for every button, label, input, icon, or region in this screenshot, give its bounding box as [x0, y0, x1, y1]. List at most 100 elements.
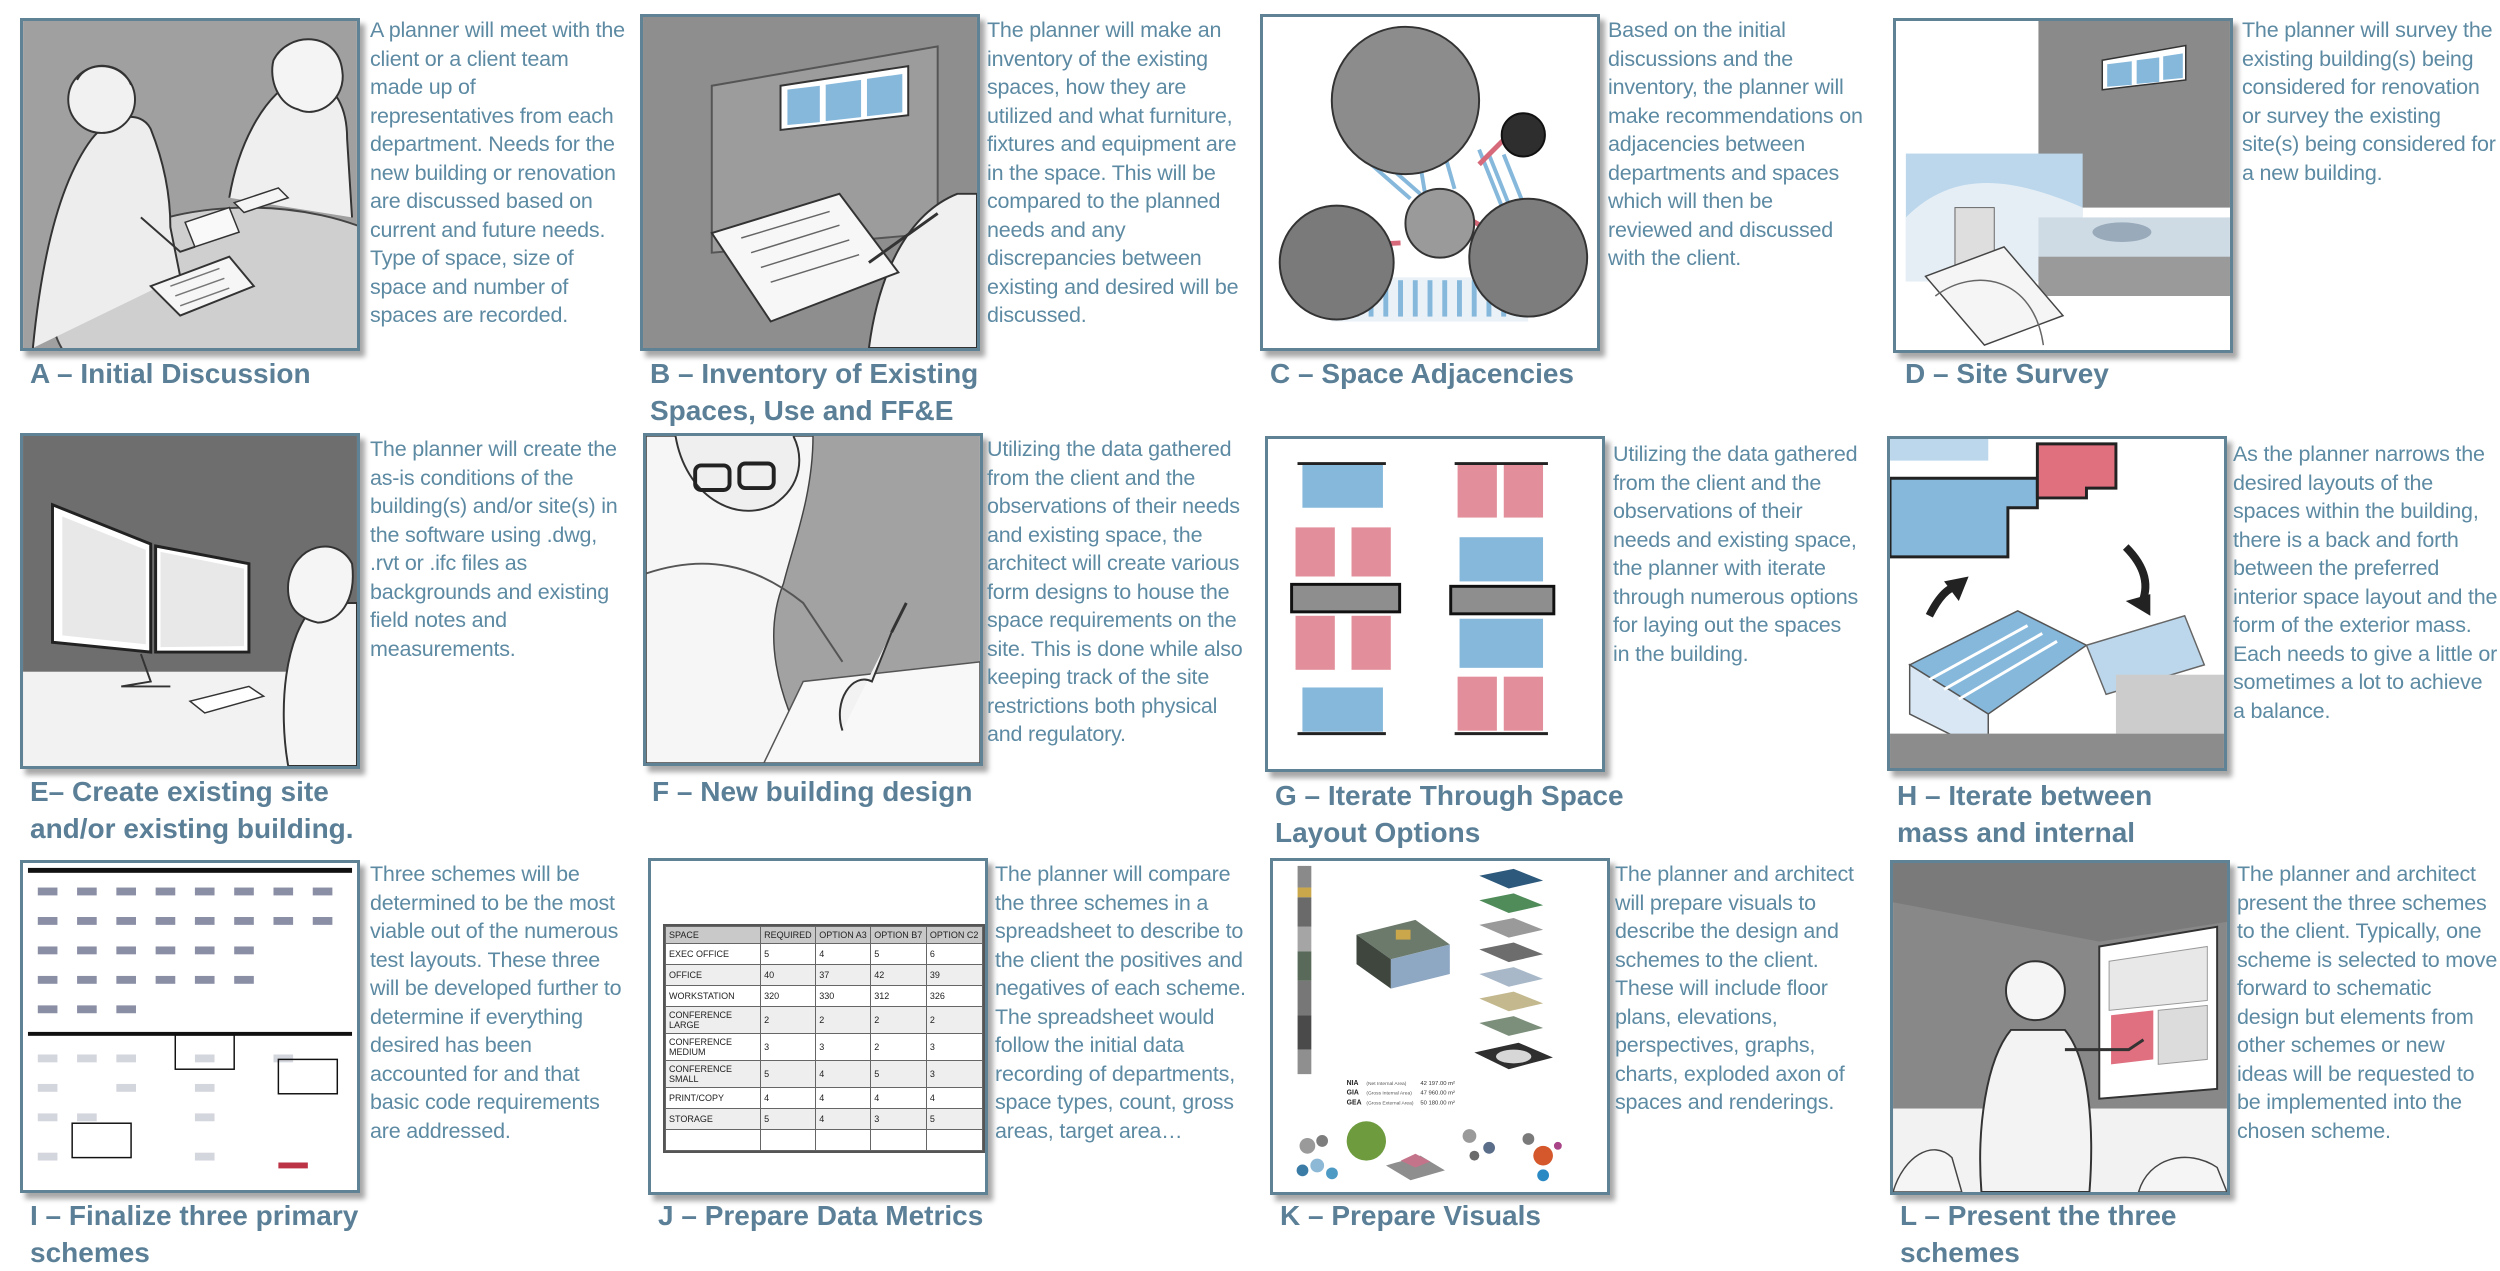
- spreadsheet-sheet: SPACE REQUIRED OPTION A3 OPTION B7 OPTIO…: [663, 924, 985, 1153]
- spreadsheet-cell: 5: [870, 943, 927, 965]
- panel-e-description: The planner will create the as-is condit…: [370, 437, 618, 661]
- nia-label: NIA: [1347, 1080, 1359, 1087]
- spreadsheet-cell: [664, 1129, 762, 1151]
- spreadsheet-header: REQUIRED: [760, 926, 817, 944]
- spreadsheet-cell: 40: [760, 964, 817, 986]
- spreadsheet-cell: 4: [815, 1087, 872, 1109]
- panel-j-description: The planner will compare the three schem…: [995, 862, 1246, 1143]
- gea-label: GEA: [1347, 1100, 1362, 1107]
- spreadsheet-cell: 3: [925, 1060, 984, 1088]
- presenter-at-screen-image: [1893, 863, 2227, 1192]
- panel-j-caption: J – Prepare Data Metrics: [658, 1200, 984, 1231]
- spreadsheet-cell: 3: [870, 1108, 927, 1130]
- spreadsheet-cell: 3: [815, 1033, 872, 1061]
- panel-i-illustration: [20, 860, 360, 1193]
- panel-d-caption: D – Site Survey: [1905, 358, 2109, 389]
- spreadsheet-cell: 5: [760, 943, 817, 965]
- site-survey-collage-image: [1896, 21, 2230, 350]
- panel-e-caption: E– Create existing site and/or existing …: [30, 776, 354, 844]
- panel-h-description: As the planner narrows the desired layou…: [2233, 442, 2498, 723]
- spreadsheet-row: OFFICE 40 37 42 39: [664, 964, 984, 986]
- spreadsheet-cell: OFFICE: [664, 964, 762, 986]
- panel-a-description: A planner will meet with the client or a…: [370, 18, 625, 327]
- panel-k-description: The planner and architect will prepare v…: [1615, 862, 1854, 1114]
- spreadsheet-cell: 5: [925, 1108, 984, 1130]
- panel-i-description: Three schemes will be determined to be t…: [370, 862, 622, 1143]
- spreadsheet-cell: 2: [760, 1006, 817, 1034]
- panel-b-illustration: [640, 14, 980, 351]
- panel-j-illustration: SPACE REQUIRED OPTION A3 OPTION B7 OPTIO…: [648, 858, 988, 1195]
- spreadsheet-cell: CONFERENCE SMALL: [664, 1060, 762, 1088]
- spreadsheet-row: CONFERENCE MEDIUM 3 3 2 3: [664, 1033, 984, 1061]
- panel-g-description: Utilizing the data gathered from the cli…: [1613, 442, 1859, 666]
- spreadsheet-row: PRINT/COPY 4 4 4 4: [664, 1087, 984, 1109]
- spreadsheet-row: CONFERENCE SMALL 5 4 5 3: [664, 1060, 984, 1088]
- spreadsheet-cell: 6: [925, 943, 984, 965]
- spreadsheet-row: CONFERENCE LARGE 2 2 2 2: [664, 1006, 984, 1034]
- spreadsheet-cell: 39: [925, 964, 984, 986]
- spreadsheet-row: EXEC OFFICE 5 4 5 6: [664, 943, 984, 965]
- panel-a-illustration: [20, 18, 360, 351]
- panel-e-illustration: [20, 433, 360, 769]
- architect-sketching-image: [646, 436, 980, 763]
- spreadsheet-cell: 3: [760, 1033, 817, 1061]
- gia-value: 47 960.00 m²: [1420, 1091, 1455, 1097]
- panel-d-illustration: [1893, 18, 2233, 353]
- spreadsheet-row: WORKSTATION 320 330 312 326: [664, 985, 984, 1007]
- spreadsheet-cell: 4: [760, 1087, 817, 1109]
- spreadsheet-cell: [870, 1129, 927, 1151]
- presentation-visuals-image: NIA (Net Internal Area) 42 197.00 m² GIA…: [1273, 861, 1607, 1192]
- gia-label: GIA: [1347, 1090, 1359, 1097]
- spreadsheet-row: STORAGE 5 4 3 5: [664, 1108, 984, 1130]
- spreadsheet-cell: 320: [760, 985, 817, 1007]
- spreadsheet-cell: STORAGE: [664, 1108, 762, 1130]
- panel-k-illustration: NIA (Net Internal Area) 42 197.00 m² GIA…: [1270, 858, 1610, 1195]
- spreadsheet-cell: 326: [925, 985, 984, 1007]
- spreadsheet-cell: 4: [815, 1060, 872, 1088]
- spreadsheet-cell: EXEC OFFICE: [664, 943, 762, 965]
- panel-d-description: The planner will survey the existing bui…: [2242, 18, 2496, 185]
- spreadsheet-cell: PRINT/COPY: [664, 1087, 762, 1109]
- designer-at-monitors-image: [23, 436, 357, 766]
- mass-and-interior-iteration-image: [1890, 439, 2224, 768]
- panel-a-caption: A – Initial Discussion: [30, 358, 311, 389]
- adjacency-diagram-image: [1263, 17, 1597, 348]
- panel-f-illustration: [643, 433, 983, 766]
- spreadsheet-cell: 4: [925, 1087, 984, 1109]
- spreadsheet-cell: 2: [925, 1006, 984, 1034]
- scheme-grid-sheet-image: [23, 863, 357, 1190]
- spreadsheet-body: EXEC OFFICE 5 4 5 6 OFFICE 40 37 42 39 WORKSTATION…: [664, 943, 984, 1151]
- gea-value: 50 180.00 m²: [1420, 1101, 1455, 1107]
- panel-l-caption: L – Present the three schemes: [1900, 1200, 2177, 1268]
- spreadsheet-cell: 5: [870, 1060, 927, 1088]
- spreadsheet-cell: 3: [925, 1033, 984, 1061]
- panel-l-description: The planner and architect present the th…: [2237, 862, 2498, 1143]
- spreadsheet-header: OPTION A3: [815, 926, 872, 944]
- panel-b-description: The planner will make an inventory of th…: [987, 18, 1239, 327]
- panel-i-caption: I – Finalize three primary schemes: [30, 1200, 359, 1268]
- spreadsheet-cell: [925, 1129, 984, 1151]
- panel-g-caption: G – Iterate Through Space Layout Options: [1275, 780, 1624, 848]
- spreadsheet-cell: 37: [815, 964, 872, 986]
- gia-name: (Gross Internal Area): [1366, 1091, 1412, 1097]
- spreadsheet-cell: 42: [870, 964, 927, 986]
- panel-c-illustration: [1260, 14, 1600, 351]
- spreadsheet-cell: 5: [760, 1108, 817, 1130]
- nia-name: (Net Internal Area): [1366, 1081, 1406, 1087]
- panel-c-description: Based on the initial discussions and the…: [1608, 18, 1863, 270]
- spreadsheet-header: OPTION B7: [870, 926, 927, 944]
- spreadsheet-cell: [815, 1129, 872, 1151]
- spreadsheet-header: OPTION C2: [925, 926, 984, 944]
- inventory-sketch-image: [643, 17, 977, 348]
- spreadsheet-cell: 2: [870, 1006, 927, 1034]
- panel-l-illustration: [1890, 860, 2230, 1195]
- spreadsheet-cell: WORKSTATION: [664, 985, 762, 1007]
- panel-c-caption: C – Space Adjacencies: [1270, 358, 1575, 389]
- spreadsheet-row: [664, 1129, 984, 1151]
- spreadsheet-cell: CONFERENCE MEDIUM: [664, 1033, 762, 1061]
- spreadsheet-cell: 2: [815, 1006, 872, 1034]
- meeting-sketch-image: [23, 21, 357, 348]
- spreadsheet-cell: 312: [870, 985, 927, 1007]
- spreadsheet-cell: CONFERENCE LARGE: [664, 1006, 762, 1034]
- spreadsheet-cell: 330: [815, 985, 872, 1007]
